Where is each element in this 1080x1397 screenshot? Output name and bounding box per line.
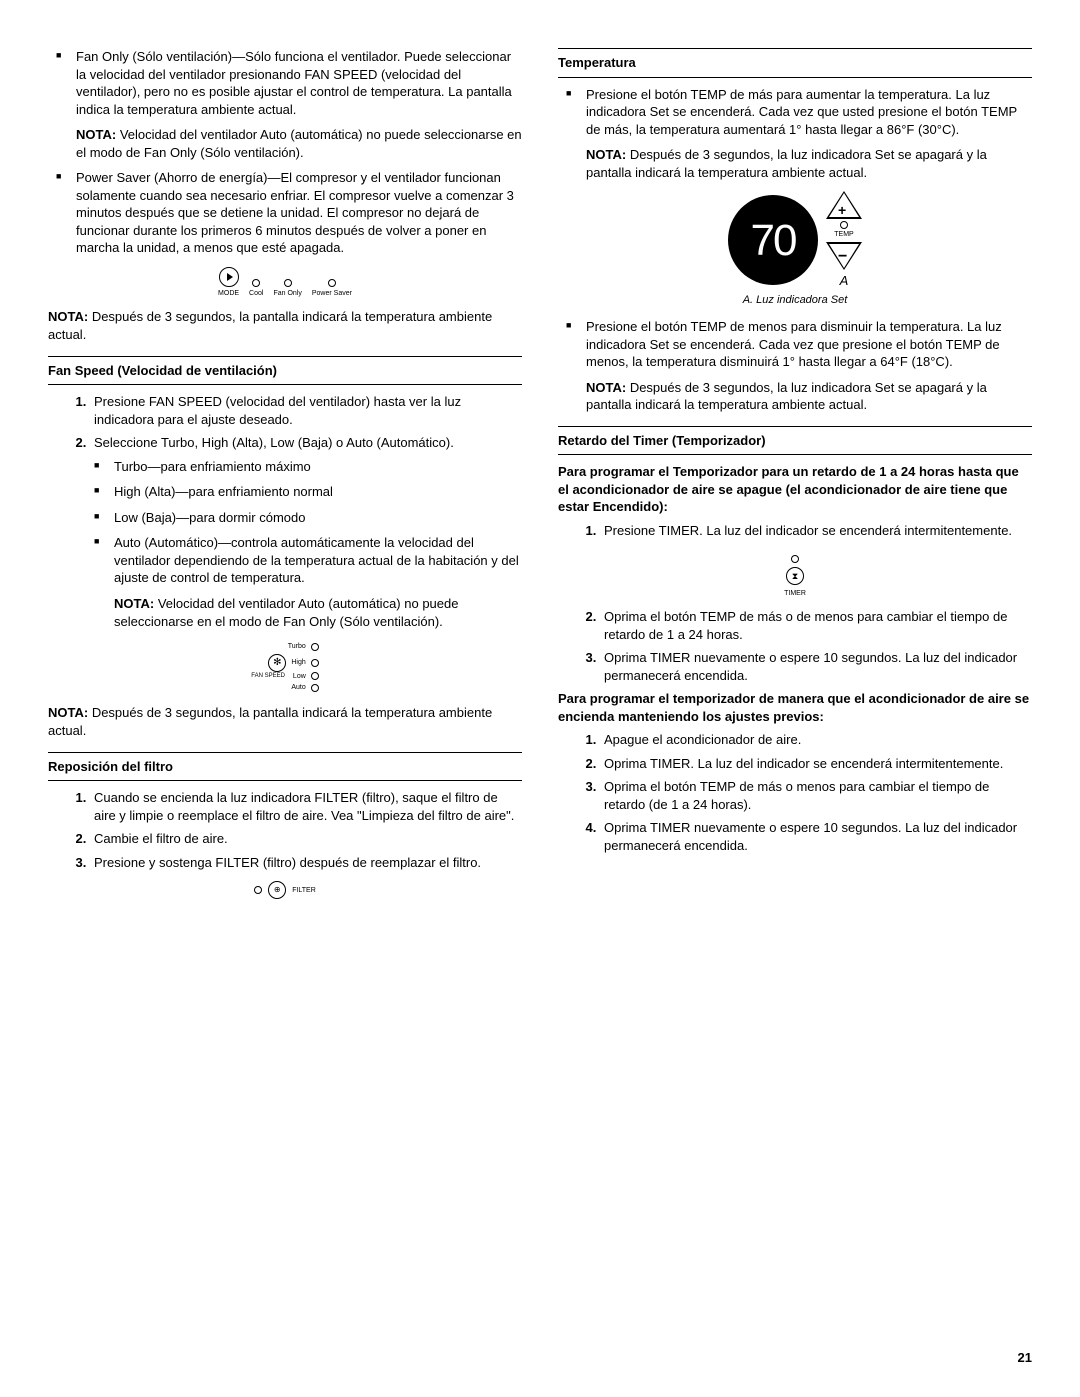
- filter-figure: ⊕ FILTER: [48, 881, 522, 899]
- fanspeed-options: Turbo—para enfriamiento máximo High (Alt…: [94, 458, 522, 630]
- page-columns: Fan Only (Sólo ventilación)—Sólo funcion…: [48, 48, 1032, 909]
- temp-up-icon: +: [826, 191, 862, 219]
- fl-step-3: Presione y sostenga FILTER (filtro) desp…: [90, 854, 522, 872]
- timer-figure: ⧗ TIMER: [558, 550, 1032, 598]
- a-pointer: A: [840, 272, 849, 290]
- timer-heading: Retardo del Timer (Temporizador): [558, 426, 1032, 456]
- t2-step-1: Apague el acondicionador de aire.: [600, 731, 1032, 749]
- temp-heading: Temperatura: [558, 48, 1032, 78]
- filter-indicator: [254, 886, 262, 894]
- fanonly-text: Fan Only (Sólo ventilación)—Sólo funcion…: [76, 49, 512, 117]
- temp-up-list: Presione el botón TEMP de más para aumen…: [558, 86, 1032, 182]
- fl-step-2: Cambie el filtro de aire.: [90, 830, 522, 848]
- fs-step-1: Presione FAN SPEED (velocidad del ventil…: [90, 393, 522, 428]
- temp-up-nota: NOTA: Después de 3 segundos, la luz indi…: [586, 146, 1032, 181]
- fan-icon: ✻: [268, 654, 286, 672]
- timer-on-intro: Para programar el temporizador de manera…: [558, 690, 1032, 725]
- t1-step-2: Oprima el botón TEMP de más o de menos p…: [600, 608, 1032, 643]
- cool-indicator: Cool: [249, 279, 263, 298]
- temp-figure: 70 + TEMP − A A. Luz indicadora Set: [558, 191, 1032, 308]
- temp-caption: A. Luz indicadora Set: [558, 293, 1032, 308]
- timer-off-steps: Presione TIMER. La luz del indicador se …: [558, 522, 1032, 540]
- fs-auto: Auto (Automático)—controla automáticamen…: [114, 534, 522, 630]
- powersaver-item: Power Saver (Ahorro de energía)—El compr…: [76, 169, 522, 257]
- fanspeed-figure: Turbo ✻High FAN SPEEDLow Auto: [48, 640, 522, 694]
- powersaver-indicator: Power Saver: [312, 279, 352, 298]
- timer-button-icon: ⧗: [786, 567, 804, 585]
- fl-step-1: Cuando se encienda la luz indicadora FIL…: [90, 789, 522, 824]
- t2-step-3: Oprima el botón TEMP de más o menos para…: [600, 778, 1032, 813]
- right-column: Temperatura Presione el botón TEMP de má…: [558, 48, 1032, 909]
- fs-low: Low (Baja)—para dormir cómodo: [114, 509, 522, 527]
- nota-temp-2: NOTA: Después de 3 segundos, la pantalla…: [48, 704, 522, 739]
- mode-list: Fan Only (Sólo ventilación)—Sólo funcion…: [48, 48, 522, 257]
- play-icon: [227, 273, 233, 281]
- filter-button-icon: ⊕: [268, 881, 286, 899]
- fs-turbo: Turbo—para enfriamiento máximo: [114, 458, 522, 476]
- fs-high: High (Alta)—para enfriamiento normal: [114, 483, 522, 501]
- left-column: Fan Only (Sólo ventilación)—Sólo funcion…: [48, 48, 522, 909]
- fanspeed-steps: Presione FAN SPEED (velocidad del ventil…: [48, 393, 522, 630]
- temp-down-nota: NOTA: Después de 3 segundos, la luz indi…: [586, 379, 1032, 414]
- t2-step-4: Oprima TIMER nuevamente o espere 10 segu…: [600, 819, 1032, 854]
- fanonly-item: Fan Only (Sólo ventilación)—Sólo funcion…: [76, 48, 522, 161]
- fanonly-indicator: Fan Only: [273, 279, 301, 298]
- t2-step-2: Oprima TIMER. La luz del indicador se en…: [600, 755, 1032, 773]
- temp-display-circle: 70: [728, 195, 818, 285]
- mode-button: MODE: [218, 267, 239, 298]
- filter-steps: Cuando se encienda la luz indicadora FIL…: [48, 789, 522, 871]
- temp-up-item: Presione el botón TEMP de más para aumen…: [586, 86, 1032, 182]
- fs-nota: NOTA: Velocidad del ventilador Auto (aut…: [114, 595, 522, 630]
- fs-step-2: Seleccione Turbo, High (Alta), Low (Baja…: [90, 434, 522, 630]
- fanonly-nota: NOTA: Velocidad del ventilador Auto (aut…: [76, 126, 522, 161]
- page-number: 21: [1018, 1349, 1032, 1367]
- timer-off-steps-cont: Oprima el botón TEMP de más o de menos p…: [558, 608, 1032, 684]
- filter-label: FILTER: [292, 886, 316, 895]
- fanspeed-heading: Fan Speed (Velocidad de ventilación): [48, 356, 522, 386]
- nota-temp-1: NOTA: Después de 3 segundos, la pantalla…: [48, 308, 522, 343]
- timer-label: TIMER: [784, 589, 806, 598]
- temp-down-item: Presione el botón TEMP de menos para dis…: [586, 318, 1032, 414]
- mode-figure: MODE Cool Fan Only Power Saver: [48, 267, 522, 298]
- temp-down-list: Presione el botón TEMP de menos para dis…: [558, 318, 1032, 414]
- t1-step-3: Oprima TIMER nuevamente o espere 10 segu…: [600, 649, 1032, 684]
- timer-off-intro: Para programar el Temporizador para un r…: [558, 463, 1032, 516]
- temp-down-icon: −: [826, 242, 862, 270]
- timer-on-steps: Apague el acondicionador de aire. Oprima…: [558, 731, 1032, 854]
- filter-heading: Reposición del filtro: [48, 752, 522, 782]
- t1-step-1: Presione TIMER. La luz del indicador se …: [600, 522, 1032, 540]
- timer-indicator: [791, 555, 799, 563]
